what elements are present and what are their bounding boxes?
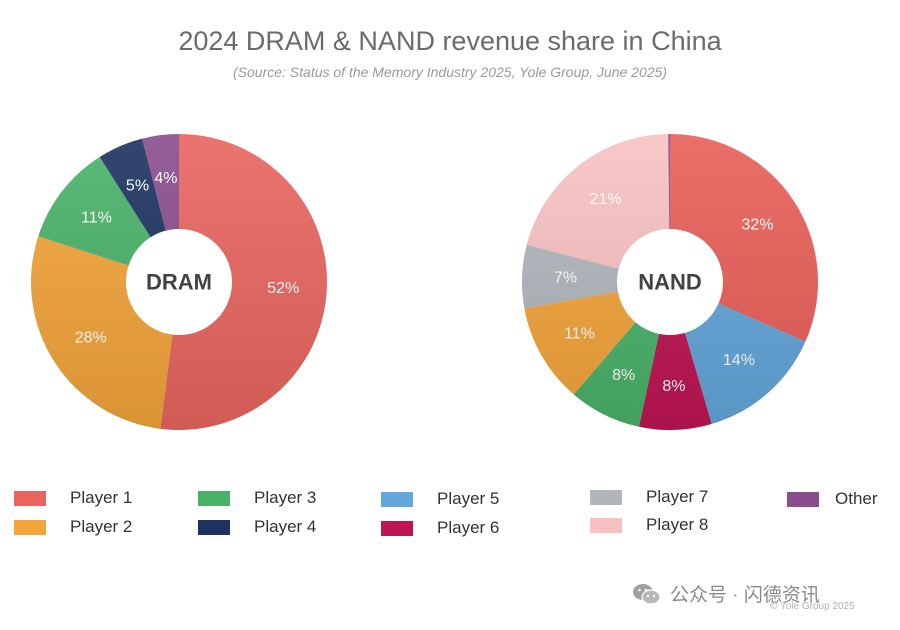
legend-swatch	[14, 490, 46, 506]
legend-label: Player 6	[437, 518, 500, 537]
legend-swatch	[381, 520, 413, 536]
legend: Player 1 Player 2 Player 3 Player 4 Play…	[0, 484, 900, 554]
legend-item-player-4: Player 4	[198, 515, 316, 539]
chart-title: 2024 DRAM & NAND revenue share in China	[178, 26, 722, 56]
donut-hole	[617, 229, 723, 335]
slice-label-player-1: 32%	[742, 216, 774, 233]
legend-label: Other	[835, 489, 878, 508]
legend-label: Player 3	[254, 488, 317, 507]
legend-swatch	[198, 490, 230, 506]
legend-label: Player 8	[646, 515, 709, 534]
legend-item-player-2: Player 2	[14, 515, 132, 539]
legend-label: Player 2	[70, 517, 133, 536]
legend-label: Player 5	[437, 489, 500, 508]
chart-subtitle: (Source: Status of the Memory Industry 2…	[233, 64, 667, 80]
slice-label-player-1: 52%	[267, 280, 299, 297]
pie-charts: 52% 28% 11% 5% 4% DRAM 32% 14% 8% 8% 11% 7% 21% NAND	[31, 134, 819, 430]
donut-center-label: DRAM	[146, 270, 212, 295]
slice-label-player-6: 8%	[662, 378, 685, 395]
dram-donut: 52% 28% 11% 5% 4% DRAM	[31, 134, 327, 430]
slice-label-player-2: 11%	[564, 326, 595, 343]
legend-label: Player 7	[646, 487, 709, 506]
legend-label: Player 1	[70, 488, 133, 507]
legend-label: Player 4	[254, 517, 317, 536]
slice-label-player-7: 7%	[554, 270, 577, 287]
slice-label-other: 4%	[154, 170, 177, 187]
nand-donut: 32% 14% 8% 8% 11% 7% 21% NAND	[522, 134, 819, 430]
legend-swatch	[198, 519, 230, 535]
slice-label-player-2: 28%	[75, 329, 107, 346]
slice-label-player-4: 5%	[126, 178, 149, 195]
slice-label-player-8: 21%	[590, 191, 622, 208]
legend-swatch	[590, 517, 622, 533]
slice-label-player-5: 14%	[723, 352, 755, 369]
legend-item-player-8: Player 8	[590, 513, 708, 537]
legend-item-player-3: Player 3	[198, 486, 316, 510]
legend-swatch	[381, 491, 413, 507]
legend-item-other: Other	[787, 487, 878, 511]
legend-item-player-7: Player 7	[590, 485, 708, 509]
slice-label-player-3: 11%	[81, 209, 112, 226]
legend-swatch	[14, 519, 46, 535]
legend-item-player-5: Player 5	[381, 487, 499, 511]
donut-center-label: NAND	[638, 270, 702, 295]
legend-swatch	[787, 491, 819, 507]
watermark-text: 公众号 · 闪德资讯	[670, 585, 820, 606]
legend-item-player-6: Player 6	[381, 516, 499, 540]
slice-label-player-3: 8%	[612, 367, 635, 384]
donut-hole	[126, 229, 232, 335]
legend-swatch	[590, 489, 622, 505]
legend-item-player-1: Player 1	[14, 486, 132, 510]
wechat-icon	[633, 583, 661, 605]
watermark: 公众号 · 闪德资讯	[632, 580, 820, 607]
copyright: © Yole Group 2025	[770, 601, 855, 612]
